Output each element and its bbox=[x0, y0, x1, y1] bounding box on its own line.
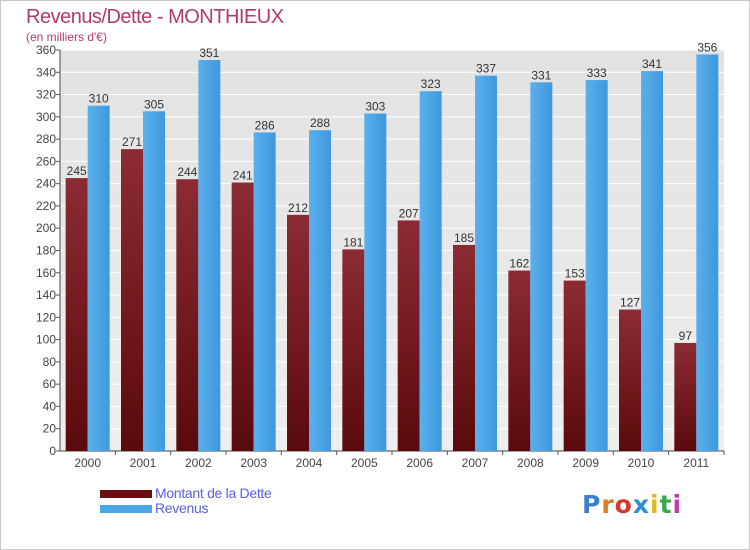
data-label-revenus: 337 bbox=[476, 62, 496, 76]
y-tick-label: 320 bbox=[36, 88, 56, 102]
x-tick-label: 2001 bbox=[130, 456, 157, 470]
data-label-revenus: 341 bbox=[642, 57, 662, 71]
bar-revenus bbox=[696, 54, 719, 451]
x-tick-label: 2003 bbox=[240, 456, 267, 470]
data-label-dette: 153 bbox=[565, 267, 585, 281]
bar-dette bbox=[397, 220, 420, 451]
bar-revenus bbox=[87, 105, 110, 451]
x-tick-label: 2009 bbox=[572, 456, 599, 470]
data-label-dette: 97 bbox=[679, 329, 693, 343]
x-tick-label: 2004 bbox=[296, 456, 323, 470]
legend-label-revenus: Revenus bbox=[155, 500, 209, 516]
data-label-revenus: 323 bbox=[421, 77, 441, 91]
x-tick-label: 2000 bbox=[74, 456, 101, 470]
bar-dette bbox=[121, 149, 143, 451]
data-label-dette: 245 bbox=[67, 164, 87, 178]
y-tick-label: 180 bbox=[36, 244, 56, 258]
bar-revenus bbox=[309, 130, 331, 451]
data-label-dette: 212 bbox=[288, 201, 308, 215]
data-label-dette: 271 bbox=[122, 135, 142, 149]
x-tick-label: 2010 bbox=[628, 456, 655, 470]
y-tick-label: 20 bbox=[43, 422, 57, 436]
y-tick-label: 260 bbox=[36, 154, 56, 168]
legend-swatch-revenus bbox=[100, 505, 152, 513]
data-label-revenus: 310 bbox=[89, 92, 109, 106]
x-tick-label: 2006 bbox=[406, 456, 433, 470]
x-tick-label: 2011 bbox=[683, 456, 709, 470]
data-label-dette: 241 bbox=[233, 169, 253, 183]
data-label-revenus: 356 bbox=[697, 40, 717, 54]
data-label-revenus: 333 bbox=[587, 66, 607, 80]
y-tick-label: 140 bbox=[36, 288, 56, 302]
bar-dette bbox=[342, 249, 365, 451]
logo-letter: t bbox=[659, 490, 673, 519]
data-label-dette: 207 bbox=[399, 206, 419, 220]
bar-dette bbox=[231, 182, 254, 451]
logo-letter: o bbox=[614, 490, 633, 519]
logo-letter: r bbox=[601, 490, 615, 519]
bar-revenus bbox=[364, 113, 387, 451]
logo-letter: x bbox=[632, 490, 650, 519]
y-tick-label: 200 bbox=[36, 221, 56, 235]
proxiti-logo: Proxiti bbox=[582, 490, 682, 519]
y-tick-label: 340 bbox=[36, 65, 56, 79]
y-tick-label: 80 bbox=[43, 355, 57, 369]
y-tick-label: 0 bbox=[49, 444, 56, 458]
bar-dette bbox=[674, 342, 697, 451]
bar-revenus bbox=[143, 111, 165, 451]
bar-dette bbox=[619, 309, 641, 451]
bar-dette bbox=[563, 280, 586, 451]
y-tick-label: 280 bbox=[36, 132, 56, 146]
y-tick-label: 360 bbox=[36, 43, 56, 57]
chart-subtitle: (en milliers d'€) bbox=[26, 30, 107, 44]
data-label-revenus: 331 bbox=[531, 68, 551, 82]
data-label-revenus: 286 bbox=[255, 118, 275, 132]
data-label-dette: 185 bbox=[454, 231, 474, 245]
bar-dette bbox=[65, 178, 88, 451]
data-label-revenus: 305 bbox=[144, 97, 164, 111]
y-tick-label: 300 bbox=[36, 110, 56, 124]
legend-swatch-dette bbox=[100, 490, 152, 498]
y-tick-label: 40 bbox=[43, 399, 57, 413]
bar-revenus bbox=[419, 91, 442, 451]
data-label-dette: 244 bbox=[177, 165, 197, 179]
x-tick-label: 2007 bbox=[462, 456, 489, 470]
y-tick-label: 120 bbox=[36, 310, 56, 324]
y-tick-label: 100 bbox=[36, 333, 56, 347]
bar-dette bbox=[508, 270, 531, 451]
y-tick-label: 220 bbox=[36, 199, 56, 213]
bar-dette bbox=[453, 244, 475, 451]
legend-label-dette: Montant de la Dette bbox=[155, 485, 272, 501]
x-tick-label: 2002 bbox=[185, 456, 212, 470]
data-label-dette: 162 bbox=[509, 257, 529, 271]
logo-letter: i bbox=[650, 490, 660, 519]
bar-dette bbox=[287, 214, 309, 451]
logo-letter: i bbox=[672, 490, 683, 519]
bar-revenus bbox=[253, 132, 276, 451]
y-tick-label: 240 bbox=[36, 177, 56, 191]
bar-revenus bbox=[475, 75, 497, 451]
x-tick-label: 2008 bbox=[517, 456, 544, 470]
logo-letter: P bbox=[582, 490, 602, 519]
data-label-revenus: 351 bbox=[199, 46, 219, 60]
bar-revenus bbox=[641, 71, 663, 452]
x-tick-label: 2005 bbox=[351, 456, 378, 470]
bar-revenus bbox=[585, 80, 608, 451]
bar-revenus bbox=[530, 82, 553, 451]
data-label-revenus: 303 bbox=[365, 99, 385, 113]
data-label-dette: 181 bbox=[343, 235, 363, 249]
bar-revenus bbox=[198, 60, 221, 452]
bar-dette bbox=[176, 179, 199, 451]
data-label-dette: 127 bbox=[620, 296, 640, 310]
y-tick-label: 60 bbox=[43, 377, 57, 391]
data-label-revenus: 288 bbox=[310, 116, 330, 130]
y-tick-label: 160 bbox=[36, 266, 56, 280]
chart-title: Revenus/Dette - MONTHIEUX bbox=[26, 6, 284, 28]
